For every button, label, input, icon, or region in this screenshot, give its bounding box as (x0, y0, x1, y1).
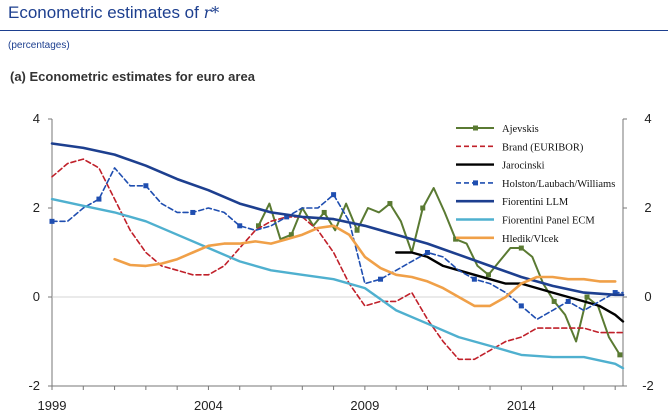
legend-label-3: Jarocinski (502, 161, 545, 172)
series-line-6 (50, 197, 625, 370)
page-title: Econometric estimates of r* (8, 3, 219, 23)
y-tick-label-left: 0 (33, 289, 40, 304)
x-tick-label: 2014 (507, 398, 536, 413)
series-1-marker (518, 245, 524, 251)
series-1-marker (288, 232, 294, 238)
r-star-symbol: r* (203, 3, 220, 22)
y-tick-label-left: 2 (33, 200, 40, 215)
legend-label-6: Fiorentini Panel ECM (502, 216, 595, 227)
legend-marker-1 (473, 125, 478, 131)
series-1-marker (387, 201, 393, 207)
series-1-marker (485, 272, 491, 278)
series-line-4 (51, 167, 624, 321)
series-line-7 (113, 224, 617, 308)
legend-label-4: Holston/Laubach/Williams (502, 179, 615, 190)
series-1-marker (420, 205, 426, 211)
legend-label-1: Ajevskis (502, 124, 539, 135)
x-tick-label: 2009 (350, 398, 379, 413)
legend-label-5: Fiorentini LLM (502, 197, 569, 208)
y-tick-label-right: 4 (644, 111, 651, 126)
chart-axes: -2 -2 0 0 2 2 4 4 1999 2004 2009 2014 (28, 111, 653, 413)
y-tick-label-left: -2 (28, 378, 40, 393)
legend-marker-4 (473, 180, 478, 186)
series-4-marker (518, 303, 524, 309)
series-line-2 (51, 158, 624, 361)
chart-legend: Ajevskis Brand (EURIBOR) Jarocinski Holston… (456, 124, 615, 245)
y-tick-label-right: 0 (644, 289, 651, 304)
series-1-marker (617, 352, 623, 358)
series-4-marker (284, 214, 290, 220)
page-title-text: Econometric estimates of (8, 3, 199, 22)
series-1-marker (255, 223, 261, 229)
series-1-marker (321, 209, 327, 215)
legend-label-7: Hledik/Vlcek (502, 234, 559, 245)
series-4-marker (378, 276, 384, 282)
series-4-marker (237, 223, 243, 229)
series-4-marker (49, 218, 55, 224)
chart-series (49, 142, 625, 370)
series-1-marker (453, 236, 459, 242)
x-tick-label: 2004 (194, 398, 223, 413)
series-4-marker (143, 183, 149, 189)
series-line-5 (50, 142, 625, 297)
series-1-marker (551, 298, 557, 304)
series-4-marker (190, 209, 196, 215)
series-1-marker (584, 294, 590, 300)
series-1-marker (354, 227, 360, 233)
series-4-marker (612, 290, 618, 296)
title-divider (0, 30, 668, 31)
series-4-marker (96, 196, 102, 202)
series-4-marker (471, 276, 477, 282)
y-tick-label-left: 4 (33, 111, 40, 126)
series-4-marker (424, 250, 430, 255)
series-4-marker (565, 298, 571, 304)
x-tick-label: 1999 (38, 398, 67, 413)
panel-title: (a) Econometric estimates for euro area (10, 69, 255, 84)
legend-label-2: Brand (EURIBOR) (502, 142, 584, 153)
y-tick-label-right: -2 (642, 378, 654, 393)
series-line-3 (395, 251, 625, 323)
units-subtitle: (percentages) (8, 40, 70, 51)
y-tick-label-right: 2 (644, 200, 651, 215)
series-4-marker (331, 192, 337, 198)
